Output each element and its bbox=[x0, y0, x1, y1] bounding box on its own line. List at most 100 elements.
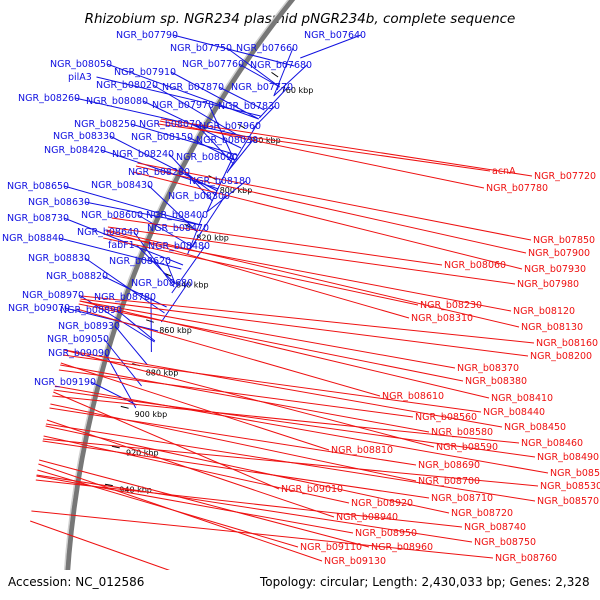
reverse-gene-callout bbox=[52, 395, 520, 444]
reverse-gene-callout bbox=[38, 463, 323, 562]
forward-gene-label: NGR_b09190 bbox=[34, 377, 96, 388]
reverse-gene-callout bbox=[64, 349, 503, 428]
reverse-gene-callout bbox=[159, 120, 485, 189]
forward-gene-label: NGR_b07750 bbox=[170, 43, 232, 54]
tick-label: 840 kbp bbox=[176, 281, 209, 290]
forward-gene-callout bbox=[252, 105, 276, 130]
forward-gene-label: NGR_b08430 bbox=[91, 180, 153, 191]
forward-gene-callout bbox=[130, 123, 238, 156]
forward-gene-callout bbox=[171, 245, 206, 294]
forward-gene-callout bbox=[136, 244, 176, 285]
reverse-gene-callout bbox=[45, 425, 450, 514]
reverse-gene-callout bbox=[45, 423, 536, 502]
reverse-gene-label: NGR_b07720 bbox=[534, 171, 596, 182]
forward-gene-label: NGR_b08930 bbox=[58, 321, 120, 332]
forward-gene-label: NGR_b07680 bbox=[250, 60, 312, 71]
reverse-gene-callout bbox=[62, 354, 482, 413]
forward-gene-label: NGR_b08820 bbox=[46, 271, 108, 282]
reverse-gene-callout bbox=[78, 303, 464, 382]
forward-gene-callout bbox=[300, 34, 362, 59]
forward-gene-callout bbox=[187, 214, 204, 255]
reverse-gene-label: acnA bbox=[492, 166, 516, 177]
forward-gene-label: NGR_b08250 bbox=[74, 119, 136, 130]
forward-gene-label: NGR_b08280 bbox=[128, 167, 190, 178]
forward-gene-callouts bbox=[58, 34, 362, 409]
forward-gene-label: NGR_b08780 bbox=[94, 292, 156, 303]
reverse-gene-callouts bbox=[30, 118, 549, 579]
reverse-gene-label: NGR_b08810 bbox=[331, 445, 393, 456]
forward-gene-callout bbox=[96, 76, 261, 117]
forward-gene-label: NGR_b08030 bbox=[196, 135, 258, 146]
forward-gene-label: NGR_b07910 bbox=[114, 67, 176, 78]
reverse-gene-label: NGR_b08120 bbox=[513, 306, 575, 317]
tick-mark bbox=[111, 445, 120, 449]
forward-gene-label: NGR_b08640 bbox=[77, 227, 139, 238]
reverse-gene-callout bbox=[31, 510, 494, 559]
reverse-gene-label: NGR_b08130 bbox=[521, 322, 583, 333]
reverse-gene-callout bbox=[43, 435, 350, 504]
forward-gene-label: NGR_b07770 bbox=[231, 82, 293, 93]
forward-gene-callout bbox=[84, 201, 201, 226]
reverse-gene-label: NGR_b08370 bbox=[457, 363, 519, 374]
reverse-gene-label: NGR_b08160 bbox=[536, 338, 598, 349]
reverse-gene-callout bbox=[42, 440, 430, 499]
reverse-gene-label: NGR_b08760 bbox=[495, 553, 557, 564]
reverse-gene-callout bbox=[53, 391, 280, 490]
reverse-gene-callout bbox=[160, 118, 533, 177]
forward-gene-callout bbox=[258, 86, 289, 119]
forward-gene-label: NGR_b08090 bbox=[176, 152, 238, 163]
forward-gene-callout bbox=[102, 275, 167, 308]
forward-gene-label: NGR_b07870 bbox=[162, 82, 224, 93]
reverse-gene-label: NGR_b07930 bbox=[524, 264, 586, 275]
reverse-gene-label: NGR_b08720 bbox=[451, 508, 513, 519]
forward-gene-label: NGR_b08470 bbox=[147, 223, 209, 234]
reverse-gene-callout bbox=[60, 364, 430, 433]
forward-gene-label: NGR_b07960 bbox=[199, 121, 261, 132]
forward-gene-label: NGR_b08300 bbox=[168, 191, 230, 202]
tick-mark bbox=[120, 405, 129, 409]
forward-gene-callout bbox=[64, 307, 159, 332]
forward-gene-label: NGR_b08890 bbox=[60, 305, 122, 316]
forward-gene-label: NGR_b08730 bbox=[7, 213, 69, 224]
tick-label: 820 kbp bbox=[196, 233, 229, 242]
reverse-gene-label: NGR_b07900 bbox=[528, 248, 590, 259]
reverse-gene-callout bbox=[36, 474, 473, 543]
forward-gene-callout bbox=[152, 84, 247, 141]
tick-label: 880 kbp bbox=[146, 368, 179, 377]
reverse-gene-label: NGR_b08060 bbox=[444, 260, 506, 271]
forward-gene-callout bbox=[109, 135, 218, 192]
reverse-gene-label: NGR_b08940 bbox=[336, 512, 398, 523]
backbone-arc bbox=[63, 0, 296, 600]
tick-label: 860 kbp bbox=[159, 326, 192, 335]
reverse-gene-callout bbox=[107, 226, 516, 285]
forward-gene-label: NGR_b08680 bbox=[131, 278, 193, 289]
reverse-gene-callout bbox=[137, 162, 532, 241]
reverse-gene-callout bbox=[106, 230, 410, 319]
forward-gene-label: NGR_b08970 bbox=[22, 290, 84, 301]
tick-label: 800 kbp bbox=[220, 186, 253, 195]
reverse-gene-label: NGR_b07980 bbox=[517, 279, 579, 290]
reverse-gene-label: NGR_b08560 bbox=[415, 412, 477, 423]
reverse-gene-label: NGR_b08510 bbox=[550, 468, 600, 479]
footer-band bbox=[0, 570, 600, 600]
reverse-gene-callout bbox=[38, 459, 370, 548]
forward-gene-callout bbox=[227, 139, 254, 172]
backbone-highlight bbox=[62, 0, 290, 600]
forward-gene-label: NGR_b08020 bbox=[96, 80, 158, 91]
tick-label: 900 kbp bbox=[135, 410, 168, 419]
forward-gene-label: NGR_b08600 bbox=[81, 210, 143, 221]
forward-gene-label: NGR_b07830 bbox=[218, 101, 280, 112]
forward-gene-label: NGR_b09050 bbox=[47, 334, 109, 345]
forward-gene-callout bbox=[273, 47, 294, 96]
forward-gene-callout bbox=[58, 237, 182, 270]
tick-label: 760 kbp bbox=[281, 86, 314, 95]
reverse-gene-callout bbox=[81, 295, 535, 344]
forward-gene-callout bbox=[114, 325, 148, 366]
reverse-gene-label: NGR_b08750 bbox=[474, 537, 536, 548]
forward-gene-label: NGR_b08330 bbox=[53, 131, 115, 142]
reverse-gene-label: NGR_b09110 bbox=[300, 542, 362, 553]
forward-gene-label: NGR_b08050 bbox=[50, 59, 112, 70]
reverse-gene-label: NGR_b08700 bbox=[418, 476, 480, 487]
